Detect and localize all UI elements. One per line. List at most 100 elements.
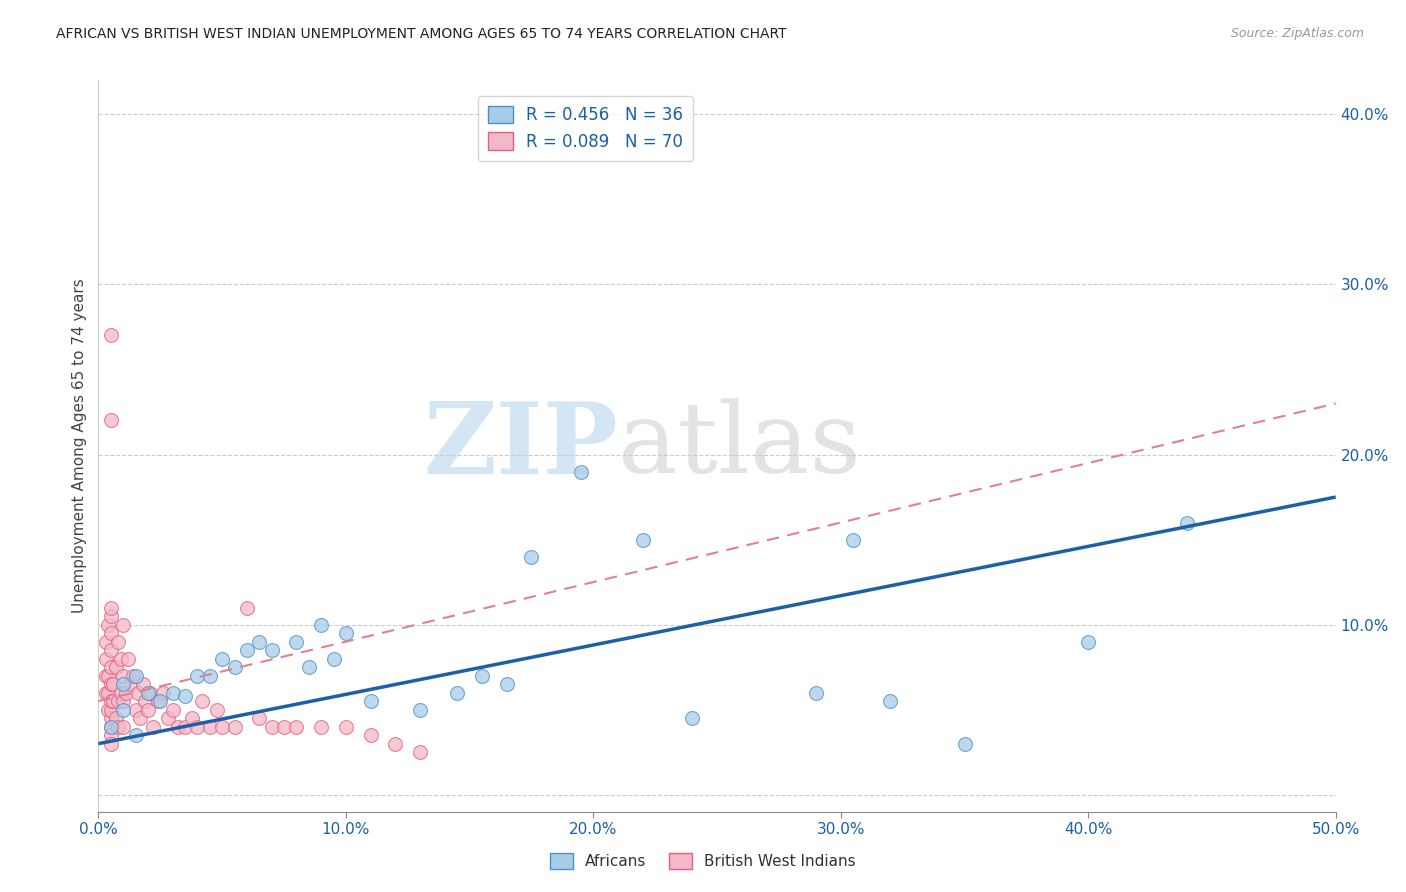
Point [114,686,136,700]
Point [186,720,208,734]
Point [174,689,197,703]
Point [335,626,357,640]
Point [804,686,827,700]
Point [110,686,132,700]
Point [224,720,246,734]
Point [149,694,172,708]
Point [1175,516,1198,530]
Point [100,737,122,751]
Point [97,703,120,717]
Point [100,609,122,624]
Point [224,660,246,674]
Point [166,720,188,734]
Point [100,328,122,343]
Point [260,643,283,657]
Point [100,660,122,674]
Point [94,686,117,700]
Text: AFRICAN VS BRITISH WEST INDIAN UNEMPLOYMENT AMONG AGES 65 TO 74 YEARS CORRELATIO: AFRICAN VS BRITISH WEST INDIAN UNEMPLOYM… [56,27,787,41]
Point [103,677,125,691]
Point [94,634,117,648]
Point [100,677,122,691]
Point [309,617,332,632]
Point [247,711,270,725]
Point [110,651,132,665]
Point [112,703,135,717]
Text: Source: ZipAtlas.com: Source: ZipAtlas.com [1230,27,1364,40]
Legend: R = 0.456   N = 36, R = 0.089   N = 70: R = 0.456 N = 36, R = 0.089 N = 70 [478,96,693,161]
Legend: Africans, British West Indians: Africans, British West Indians [544,847,862,875]
Point [94,651,117,665]
Point [146,694,169,708]
Point [384,737,406,751]
Point [100,720,122,734]
Point [409,703,432,717]
Point [112,668,135,682]
Point [100,413,122,427]
Point [495,677,517,691]
Text: ZIP: ZIP [423,398,619,494]
Point [127,686,149,700]
Point [100,728,122,742]
Point [100,703,122,717]
Point [97,668,120,682]
Point [94,668,117,682]
Point [1077,634,1099,648]
Point [100,711,122,725]
Point [198,720,221,734]
Point [205,703,228,717]
Point [360,728,382,742]
Point [273,720,295,734]
Point [236,600,259,615]
Point [236,643,259,657]
Y-axis label: Unemployment Among Ages 65 to 74 years: Unemployment Among Ages 65 to 74 years [72,278,87,614]
Point [181,711,204,725]
Point [162,703,184,717]
Point [112,617,135,632]
Point [112,720,135,734]
Point [103,694,125,708]
Point [104,711,127,725]
Point [124,668,146,682]
Point [520,549,543,564]
Point [681,711,703,725]
Point [97,617,120,632]
Point [409,745,432,759]
Point [124,728,146,742]
Point [211,651,233,665]
Point [142,720,165,734]
Point [136,686,159,700]
Point [879,694,901,708]
Point [152,686,174,700]
Point [117,651,139,665]
Point [107,720,129,734]
Point [132,677,155,691]
Point [124,703,146,717]
Point [569,465,592,479]
Point [285,720,308,734]
Point [97,686,120,700]
Point [953,737,976,751]
Point [100,694,122,708]
Point [211,720,233,734]
Point [174,720,197,734]
Point [104,660,127,674]
Point [139,686,162,700]
Point [120,677,142,691]
Point [107,634,129,648]
Point [842,533,865,547]
Point [191,694,214,708]
Point [136,703,159,717]
Point [156,711,179,725]
Point [129,711,152,725]
Point [471,668,494,682]
Point [122,668,145,682]
Point [107,694,129,708]
Point [162,686,184,700]
Point [198,668,221,682]
Point [247,634,270,648]
Point [134,694,156,708]
Point [631,533,654,547]
Point [112,677,135,691]
Point [112,694,135,708]
Point [335,720,357,734]
